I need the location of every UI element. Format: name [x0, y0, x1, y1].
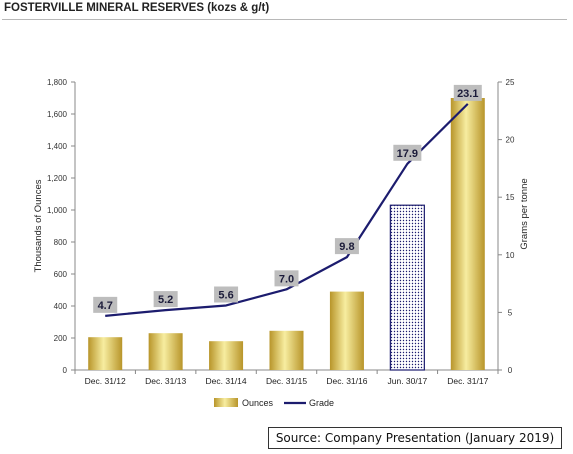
bar-ounces [209, 341, 244, 370]
legend-ounces-label: Ounces [242, 398, 274, 408]
y-tick-label: 1,800 [47, 78, 68, 87]
bar-ounces [389, 204, 425, 371]
grade-label-box [393, 144, 422, 161]
x-tick-label: Dec. 31/15 [266, 376, 307, 386]
y-tick-label: 1,400 [47, 142, 68, 151]
grade-data-label: 7.0 [279, 273, 294, 285]
y-tick-label: 1,000 [47, 206, 68, 215]
y-tick-label: 200 [54, 334, 68, 343]
x-tick-label: Dec. 31/12 [85, 376, 126, 386]
grade-line [105, 103, 469, 317]
chart-title: FOSTERVILLE MINERAL RESERVES (kozs & g/t… [4, 2, 270, 14]
y2-axis-title: Grams per tonne [519, 178, 530, 249]
y-tick-label: 0 [63, 366, 68, 375]
y2-tick-label: 15 [506, 193, 515, 202]
bar-ounces [450, 98, 485, 370]
x-tick-label: Dec. 31/14 [206, 376, 247, 386]
y2-tick-label: 20 [506, 136, 515, 145]
y2-tick-label: 10 [506, 251, 515, 260]
grade-label-box [334, 238, 359, 255]
grade-label-box [214, 286, 239, 303]
y-axis-title: Thousands of Ounces [33, 179, 44, 272]
y2-tick-label: 5 [508, 308, 513, 317]
grade-data-label: 17.9 [397, 148, 418, 160]
source-note: Source: Company Presentation (January 20… [268, 427, 562, 449]
bar-ounces [269, 330, 304, 370]
grade-label-box [274, 270, 299, 287]
y2-tick-label: 25 [506, 78, 515, 87]
legend-grade-label: Grade [309, 398, 334, 408]
bar-ounces [148, 333, 183, 370]
x-tick-label: Dec. 31/16 [326, 376, 367, 386]
grade-data-label: 5.2 [158, 294, 173, 306]
y-tick-label: 1,600 [47, 110, 68, 119]
grade-data-label: 9.8 [339, 241, 354, 253]
title-divider [2, 19, 567, 20]
y-tick-label: 600 [54, 270, 68, 279]
y2-tick-label: 0 [508, 366, 513, 375]
bar-ounces [88, 337, 123, 370]
y-tick-label: 1,200 [47, 174, 68, 183]
y-tick-label: 400 [54, 302, 68, 311]
grade-label-box [453, 84, 482, 101]
grade-label-box [93, 296, 118, 313]
grade-data-label: 5.6 [218, 289, 233, 301]
grade-data-label: 4.7 [98, 300, 113, 312]
grade-label-box [153, 291, 178, 308]
bar-ounces [329, 291, 364, 370]
grade-data-label: 23.1 [457, 88, 478, 100]
x-tick-label: Dec. 31/13 [145, 376, 186, 386]
x-tick-label: Jun. 30/17 [388, 376, 428, 386]
x-tick-label: Dec. 31/17 [447, 376, 488, 386]
y-tick-label: 800 [54, 238, 68, 247]
legend-ounces-swatch [214, 398, 238, 407]
